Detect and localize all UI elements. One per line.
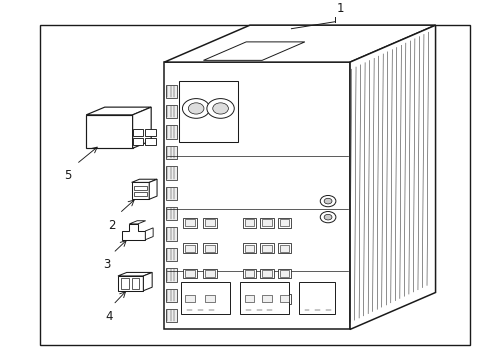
Bar	[183, 294, 196, 304]
Polygon shape	[133, 107, 151, 148]
Bar	[243, 294, 256, 304]
Polygon shape	[164, 62, 350, 329]
Bar	[145, 129, 156, 136]
Circle shape	[182, 99, 210, 118]
Bar	[166, 166, 177, 180]
Bar	[166, 85, 177, 98]
Bar	[245, 219, 254, 226]
Bar	[166, 289, 177, 302]
Bar	[203, 269, 217, 279]
Bar	[166, 268, 177, 282]
Bar	[203, 243, 217, 253]
Polygon shape	[86, 107, 151, 115]
Bar	[203, 218, 217, 228]
Bar	[260, 218, 274, 228]
Circle shape	[320, 212, 336, 223]
Circle shape	[213, 103, 228, 114]
Bar	[205, 219, 215, 226]
Polygon shape	[118, 276, 144, 291]
Bar	[243, 243, 256, 253]
Bar	[262, 219, 272, 226]
Bar	[166, 105, 177, 118]
Bar	[183, 243, 196, 253]
Bar	[280, 245, 290, 252]
Bar	[245, 270, 254, 277]
Polygon shape	[122, 224, 146, 240]
Polygon shape	[132, 179, 157, 183]
Bar	[245, 245, 254, 252]
Polygon shape	[350, 25, 436, 329]
Polygon shape	[129, 221, 146, 224]
Polygon shape	[118, 273, 152, 276]
Bar	[145, 138, 156, 145]
Bar	[166, 228, 177, 241]
Bar	[133, 129, 144, 136]
Bar	[243, 269, 256, 279]
Bar	[260, 269, 274, 279]
Bar	[185, 219, 195, 226]
Bar	[133, 138, 144, 145]
Text: 1: 1	[337, 2, 344, 15]
Bar	[166, 146, 177, 159]
Bar	[278, 243, 292, 253]
Bar	[205, 245, 215, 252]
Bar	[203, 294, 217, 304]
Bar	[121, 278, 129, 289]
Bar	[166, 248, 177, 261]
Circle shape	[207, 99, 234, 118]
Polygon shape	[179, 81, 238, 142]
Bar	[278, 218, 292, 228]
Bar	[278, 269, 292, 279]
Polygon shape	[144, 273, 152, 291]
Polygon shape	[132, 183, 149, 199]
Bar	[181, 282, 230, 314]
Polygon shape	[146, 228, 153, 240]
Bar	[185, 245, 195, 252]
Bar	[134, 186, 147, 190]
Polygon shape	[164, 25, 436, 62]
Circle shape	[324, 214, 332, 220]
Bar	[262, 270, 272, 277]
Text: 5: 5	[64, 170, 72, 183]
Polygon shape	[149, 179, 157, 199]
Bar	[185, 295, 195, 302]
Bar	[240, 282, 289, 314]
Bar	[243, 218, 256, 228]
Bar	[183, 218, 196, 228]
Bar	[205, 295, 215, 302]
Bar	[166, 186, 177, 200]
Bar	[260, 243, 274, 253]
Bar	[185, 270, 195, 277]
Bar	[280, 270, 290, 277]
Bar	[183, 269, 196, 279]
Bar	[40, 25, 470, 345]
Bar	[299, 282, 335, 314]
Bar	[278, 294, 292, 304]
Bar	[205, 270, 215, 277]
Text: 2: 2	[108, 219, 116, 231]
Circle shape	[324, 198, 332, 204]
Bar	[280, 295, 290, 302]
Bar	[166, 125, 177, 139]
Circle shape	[320, 195, 336, 207]
Polygon shape	[86, 115, 133, 148]
Bar	[245, 295, 254, 302]
Polygon shape	[203, 42, 305, 60]
Bar	[166, 309, 177, 322]
Bar	[280, 219, 290, 226]
Bar	[262, 245, 272, 252]
Text: 3: 3	[103, 258, 111, 271]
Text: 4: 4	[105, 310, 113, 323]
Bar	[262, 295, 272, 302]
Bar	[166, 207, 177, 220]
Bar	[260, 294, 274, 304]
Bar	[132, 278, 140, 289]
Bar	[134, 192, 147, 196]
Circle shape	[188, 103, 204, 114]
